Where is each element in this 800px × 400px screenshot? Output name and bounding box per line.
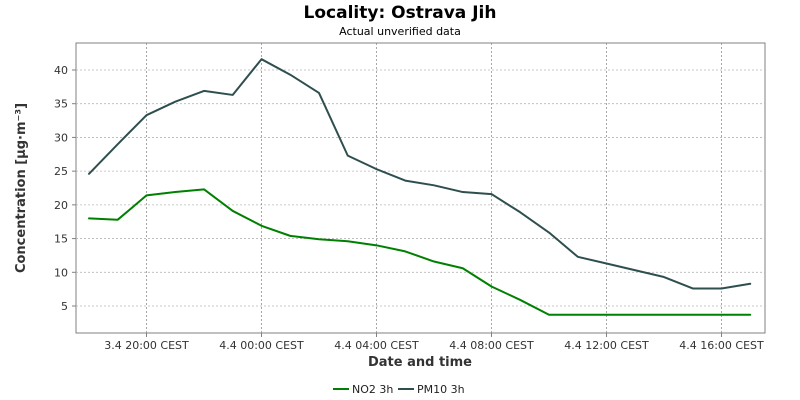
y-tick-label: 15	[54, 233, 68, 246]
x-tick-label: 4.4 04:00 CEST	[334, 339, 419, 352]
chart-title: Locality: Ostrava Jih	[304, 3, 497, 23]
legend-label: PM10 3h	[417, 383, 465, 396]
tick-layer: 5 10 15 20 25 30 35 40 3.4 20:00 CEST 4.4 00:00 C…	[54, 64, 764, 352]
series-line-pm10-3h	[88, 58, 752, 290]
x-tick-label: 4.4 00:00 CEST	[219, 339, 304, 352]
y-axis-label: Concentration [µg·m⁻³]	[14, 103, 29, 273]
series-line-no2-3h	[88, 188, 752, 316]
x-axis-label: Date and time	[368, 355, 472, 370]
y-tick-label: 10	[54, 266, 68, 279]
series-layer	[88, 58, 752, 316]
grid-layer	[76, 43, 765, 333]
y-tick-label: 35	[54, 98, 68, 111]
x-tick-label: 4.4 12:00 CEST	[564, 339, 649, 352]
plot-area	[75, 42, 766, 334]
legend-item: NO2 3h	[333, 383, 393, 396]
x-tick-label: 4.4 16:00 CEST	[679, 339, 764, 352]
x-tick-label: 4.4 08:00 CEST	[449, 339, 534, 352]
y-tick-label: 30	[54, 131, 68, 144]
y-tick-label: 25	[54, 165, 68, 178]
y-tick-label: 20	[54, 199, 68, 212]
x-tick-label: 3.4 20:00 CEST	[104, 339, 189, 352]
chart-subtitle: Actual unverified data	[339, 25, 461, 38]
y-tick-label: 40	[54, 64, 68, 77]
legend: NO2 3h PM10 3h	[333, 383, 465, 396]
y-tick-label: 5	[61, 300, 68, 313]
legend-label: NO2 3h	[352, 383, 393, 396]
legend-item: PM10 3h	[398, 383, 465, 396]
